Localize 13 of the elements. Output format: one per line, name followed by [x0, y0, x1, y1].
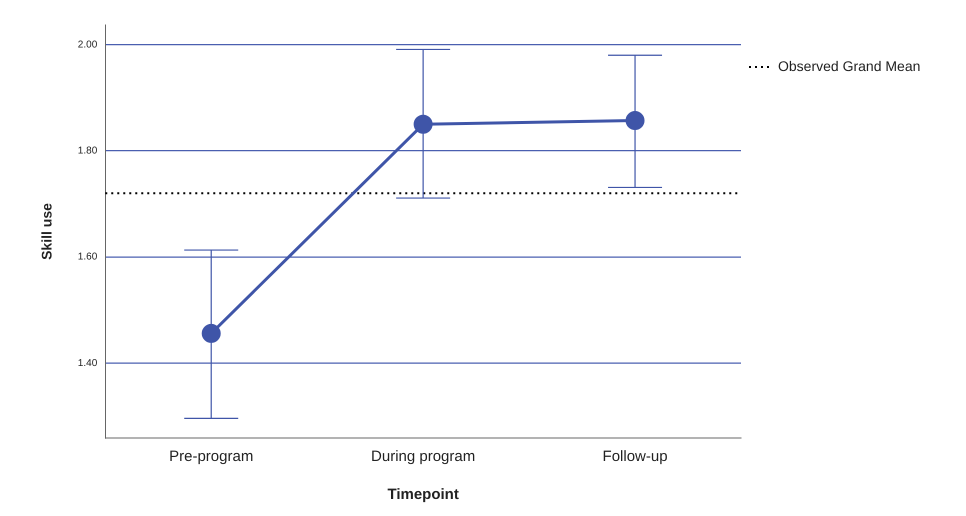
x-tick-label: During program — [371, 448, 476, 466]
point — [414, 114, 433, 134]
point — [202, 324, 221, 343]
x-axis-title: Timepoint — [387, 486, 459, 504]
x-tick-label: Pre-program — [169, 448, 254, 466]
point — [626, 111, 645, 130]
y-tick-label: 2.00 — [78, 39, 98, 50]
x-tick-label: Follow-up — [602, 448, 668, 466]
y-tick-label: 1.60 — [78, 252, 98, 263]
y-tick-label: 1.40 — [78, 358, 98, 369]
y-tick-label: 1.80 — [78, 146, 98, 157]
legend-label: Observed Grand Mean — [778, 58, 920, 74]
y-axis-title: Skill use — [38, 202, 54, 260]
